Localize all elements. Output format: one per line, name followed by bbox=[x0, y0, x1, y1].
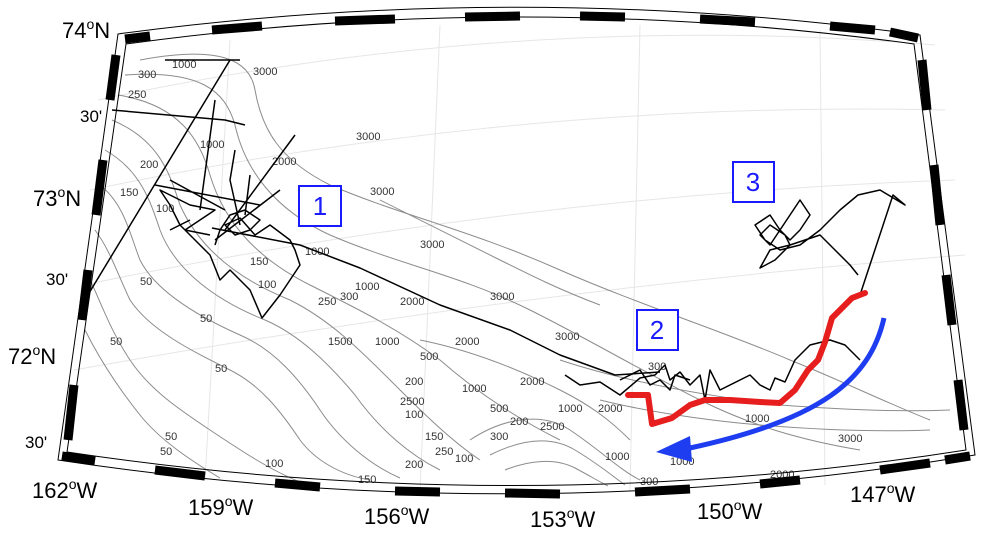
contour-label: 300 bbox=[138, 69, 156, 81]
contour-label: 1000 bbox=[745, 413, 769, 425]
ship-tracks bbox=[79, 59, 906, 401]
region-box-3: 3 bbox=[732, 161, 775, 203]
lat-label-74n: 74oN bbox=[62, 16, 110, 43]
contour-label: 2000 bbox=[400, 296, 424, 308]
contour-label: 50 bbox=[160, 446, 172, 458]
contour-label: 50 bbox=[200, 313, 212, 325]
map-frame bbox=[57, 6, 976, 499]
direction-arrow bbox=[656, 317, 887, 462]
contour-label: 150 bbox=[358, 474, 376, 486]
contour-label: 50 bbox=[215, 363, 227, 375]
contour-label: 300 bbox=[340, 291, 358, 303]
contour-label: 3000 bbox=[253, 66, 277, 78]
contour-label: 300 bbox=[490, 431, 508, 443]
contour-label: 150 bbox=[120, 187, 138, 199]
lat-label-73-30: 30' bbox=[80, 107, 102, 126]
contour-label: 250 bbox=[318, 296, 336, 308]
contour-label: 2500 bbox=[540, 421, 564, 433]
track-west bbox=[111, 109, 246, 126]
contour-label: 500 bbox=[490, 403, 508, 415]
contour-label: 200 bbox=[510, 416, 528, 428]
track-cluster-1 bbox=[154, 99, 301, 319]
region-label: 1 bbox=[313, 191, 327, 221]
contour-label: 150 bbox=[425, 431, 443, 443]
highlighted-track bbox=[625, 290, 868, 427]
contour-label: 1000 bbox=[605, 451, 629, 463]
contour-label: 100 bbox=[265, 458, 283, 470]
contour-label: 200 bbox=[405, 459, 423, 471]
track-diagonal bbox=[79, 59, 231, 309]
contour-label: 250 bbox=[128, 89, 146, 101]
region-box-2: 2 bbox=[636, 309, 679, 351]
contour-label: 50 bbox=[165, 431, 177, 443]
contour-label: 1000 bbox=[355, 281, 379, 293]
contour-label: 100 bbox=[455, 453, 473, 465]
contour-label: 3000 bbox=[420, 239, 444, 251]
contour-label: 200 bbox=[405, 376, 423, 388]
contour-label: 50 bbox=[110, 336, 122, 348]
lat-label-71-30: 30' bbox=[25, 433, 47, 452]
lon-label-156w: 156oW bbox=[364, 502, 430, 529]
contour-label: 2000 bbox=[520, 376, 544, 388]
contour-label: 100 bbox=[405, 409, 423, 421]
contour-label: 1000 bbox=[558, 403, 582, 415]
lon-label-159w: 159oW bbox=[188, 493, 254, 520]
latitude-labels: 74oN 30' 73oN 30' 72oN 30' bbox=[8, 16, 110, 452]
track-cluster-2 bbox=[564, 339, 861, 401]
contour-label: 3000 bbox=[490, 291, 514, 303]
region-box-1: 1 bbox=[298, 185, 342, 227]
contour-label: 3000 bbox=[370, 186, 394, 198]
track-main bbox=[211, 227, 661, 376]
lon-label-153w: 153oW bbox=[530, 505, 596, 532]
contour-label: 250 bbox=[435, 446, 453, 458]
contour-label: 1000 bbox=[375, 336, 399, 348]
contour-label: 2000 bbox=[598, 403, 622, 415]
region-label: 2 bbox=[650, 315, 664, 345]
lat-label-73n: 73oN bbox=[33, 184, 81, 211]
contour-label: 500 bbox=[420, 351, 438, 363]
contour-label: 3000 bbox=[555, 331, 579, 343]
lat-label-72n: 72oN bbox=[8, 342, 56, 369]
contour-labels: 300 1000 3000 250 200 150 100 1000 2000 … bbox=[110, 59, 862, 488]
track-cluster-3 bbox=[754, 189, 906, 296]
contour-label: 150 bbox=[250, 256, 268, 268]
contour-label: 3000 bbox=[356, 131, 380, 143]
region-label: 3 bbox=[746, 167, 760, 197]
longitude-labels: 162oW 159oW 156oW 153oW 150oW 147oW bbox=[32, 476, 916, 532]
contour-label: 2000 bbox=[455, 336, 479, 348]
lat-label-72-30: 30' bbox=[46, 270, 68, 289]
lon-label-147w: 147oW bbox=[850, 480, 916, 507]
graticule bbox=[73, 24, 966, 491]
contour-label: 200 bbox=[140, 159, 158, 171]
contour-label: 1000 bbox=[462, 383, 486, 395]
contour-label: 300 bbox=[648, 361, 666, 373]
contour-label: 50 bbox=[140, 276, 152, 288]
contour-label: 2500 bbox=[400, 396, 424, 408]
contour-label: 1000 bbox=[200, 139, 224, 151]
contour-label: 3000 bbox=[838, 433, 862, 445]
contour-label: 1000 bbox=[172, 59, 196, 71]
contour-label: 1500 bbox=[328, 336, 352, 348]
lon-label-150w: 150oW bbox=[697, 497, 763, 524]
contour-label: 100 bbox=[258, 279, 276, 291]
lon-label-162w: 162oW bbox=[32, 476, 98, 503]
